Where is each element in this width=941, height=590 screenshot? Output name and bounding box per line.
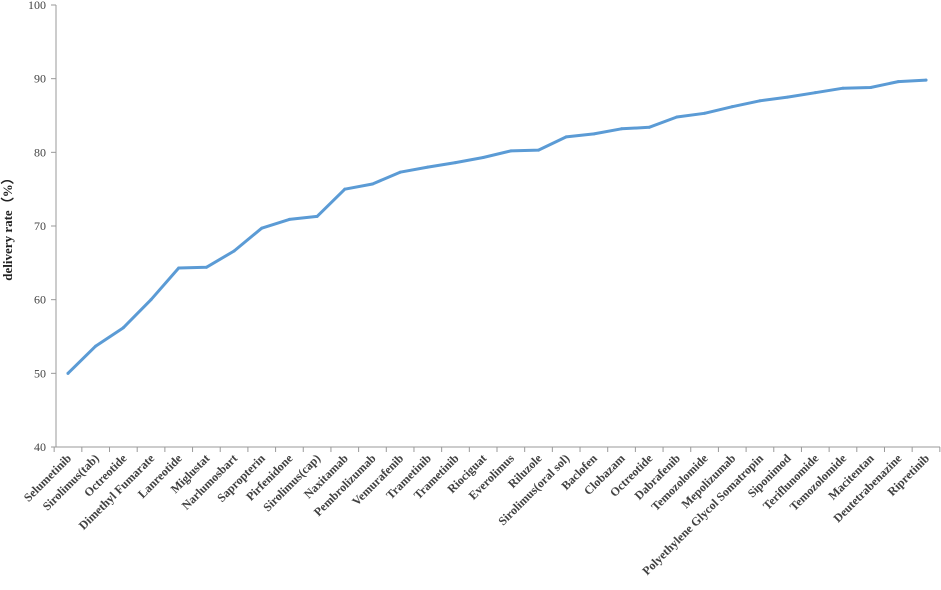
data-point bbox=[66, 371, 70, 375]
data-point bbox=[537, 148, 541, 152]
data-point bbox=[564, 135, 568, 139]
data-point bbox=[315, 214, 319, 218]
data-point bbox=[786, 95, 790, 99]
data-point bbox=[758, 99, 762, 103]
data-point bbox=[675, 115, 679, 119]
data-point bbox=[121, 326, 125, 330]
data-point bbox=[426, 165, 430, 169]
data-point bbox=[896, 80, 900, 84]
x-axis-labels: SelumetinibSirolimus(tab)OctreotideDimet… bbox=[21, 447, 941, 578]
data-point bbox=[647, 125, 651, 129]
data-point bbox=[177, 266, 181, 270]
data-point bbox=[592, 132, 596, 136]
data-point bbox=[260, 226, 264, 230]
axes bbox=[55, 5, 940, 448]
y-axis-title: delivery rate（%） bbox=[0, 171, 15, 280]
y-tick-label: 50 bbox=[34, 366, 46, 380]
data-point bbox=[370, 182, 374, 186]
y-tick-label: 100 bbox=[28, 0, 46, 12]
data-point bbox=[509, 149, 513, 153]
data-point bbox=[287, 217, 291, 221]
y-tick-label: 60 bbox=[34, 293, 46, 307]
series-layer bbox=[66, 78, 928, 375]
data-point bbox=[204, 265, 208, 269]
y-tick-label: 40 bbox=[34, 440, 46, 454]
data-point bbox=[703, 111, 707, 115]
data-point bbox=[149, 298, 153, 302]
data-point bbox=[453, 161, 457, 165]
data-point bbox=[232, 249, 236, 253]
data-point bbox=[869, 86, 873, 90]
series-line bbox=[66, 78, 928, 375]
data-point bbox=[398, 170, 402, 174]
data-point bbox=[813, 91, 817, 95]
y-tick-label: 70 bbox=[34, 219, 46, 233]
y-axis-ticks: 40 50 60 70 80 90 100 bbox=[28, 0, 56, 454]
y-tick-label: 90 bbox=[34, 72, 46, 86]
data-point bbox=[94, 344, 98, 348]
data-point bbox=[343, 187, 347, 191]
data-point bbox=[924, 78, 928, 82]
data-point bbox=[841, 86, 845, 90]
data-point bbox=[620, 127, 624, 131]
y-tick-label: 80 bbox=[34, 145, 46, 159]
data-point bbox=[481, 155, 485, 159]
data-point bbox=[730, 105, 734, 109]
